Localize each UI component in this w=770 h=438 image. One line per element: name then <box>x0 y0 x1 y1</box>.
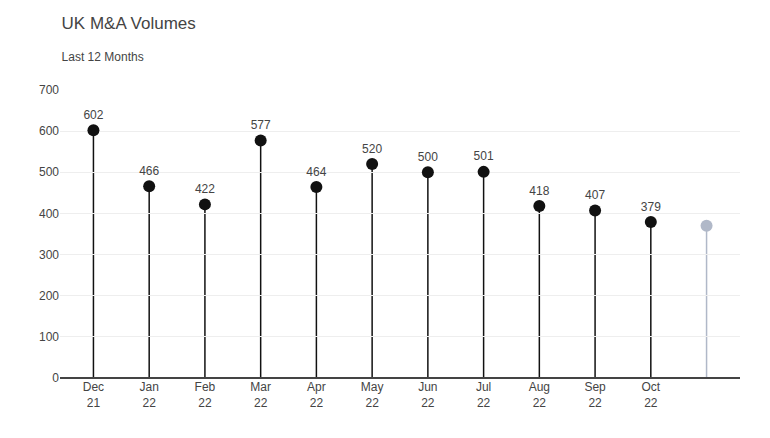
svg-text:501: 501 <box>474 149 494 163</box>
svg-text:379: 379 <box>641 200 661 214</box>
svg-text:Last 12 Months: Last 12 Months <box>62 50 144 64</box>
svg-text:Aug22: Aug22 <box>529 380 550 410</box>
svg-text:Oct22: Oct22 <box>641 380 660 410</box>
svg-text:500: 500 <box>39 165 59 179</box>
svg-text:200: 200 <box>39 289 59 303</box>
svg-text:Jan22: Jan22 <box>140 380 159 410</box>
svg-text:520: 520 <box>362 142 382 156</box>
svg-text:464: 464 <box>306 165 326 179</box>
svg-text:Dec21: Dec21 <box>83 380 104 410</box>
svg-text:Jun22: Jun22 <box>418 380 437 410</box>
svg-text:Mar22: Mar22 <box>250 380 271 410</box>
svg-text:577: 577 <box>251 118 271 132</box>
svg-text:407: 407 <box>585 188 605 202</box>
svg-text:0: 0 <box>52 371 59 385</box>
svg-text:UK M&A Volumes: UK M&A Volumes <box>62 14 196 33</box>
svg-text:300: 300 <box>39 248 59 262</box>
svg-text:Apr22: Apr22 <box>307 380 326 410</box>
svg-text:400: 400 <box>39 207 59 221</box>
svg-text:Feb22: Feb22 <box>195 380 216 410</box>
svg-text:422: 422 <box>195 182 215 196</box>
svg-text:600: 600 <box>39 124 59 138</box>
svg-text:466: 466 <box>139 164 159 178</box>
svg-text:100: 100 <box>39 330 59 344</box>
svg-text:700: 700 <box>39 83 59 97</box>
svg-text:418: 418 <box>529 184 549 198</box>
svg-text:602: 602 <box>83 108 103 122</box>
svg-text:Jul22: Jul22 <box>476 380 491 410</box>
svg-text:500: 500 <box>418 150 438 164</box>
svg-text:May22: May22 <box>361 380 384 410</box>
svg-text:Sep22: Sep22 <box>584 380 606 410</box>
